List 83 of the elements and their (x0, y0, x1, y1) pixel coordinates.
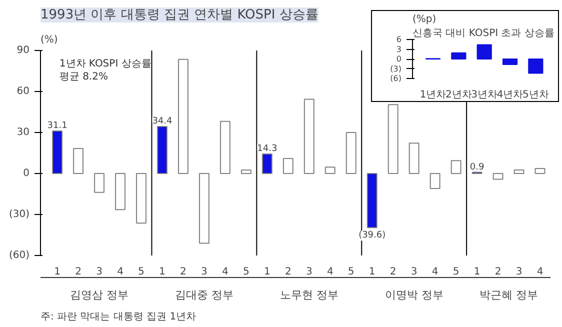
x-tick-label: 3 (516, 266, 522, 278)
bar (282, 158, 294, 174)
text: 이명박 정부 (384, 288, 444, 302)
x-tick-label: 3 (306, 266, 312, 278)
y-tick-label: 3 (396, 44, 402, 54)
bar (304, 98, 314, 174)
bar (492, 173, 504, 180)
y-tick-label: (3) (390, 64, 402, 74)
bar (198, 173, 210, 244)
bar (451, 52, 466, 60)
y-tick-label: 90 (16, 45, 30, 56)
bar (514, 169, 524, 174)
x-tick-label: 1 (54, 266, 60, 278)
bar (324, 166, 336, 174)
bar (450, 160, 462, 174)
y-tick-label: 6 (396, 35, 402, 44)
x-tick-label: 2 (180, 266, 186, 278)
x-tick-label: 5 (452, 266, 460, 278)
x-tick-label: 4 (222, 266, 228, 278)
bar (115, 173, 126, 210)
bar (52, 130, 63, 174)
x-tick-label: 3 (96, 266, 102, 278)
data-label: (39.6) (358, 230, 386, 241)
chart-title: 1993년 이후 대통령 집권 연차별 KOSPI 상승률 (40, 8, 318, 22)
annotation: 1년차 KOSPI 상승률 평균 8.2% (59, 58, 152, 83)
x-tick-label: 4 (432, 266, 438, 278)
text: 김대중 정부 (174, 288, 234, 302)
bar (408, 142, 420, 174)
x-tick-label: 4 (326, 266, 334, 278)
data-label: 14.3 (257, 144, 278, 154)
y-tick-label: (60) (8, 250, 30, 261)
y-tick-label: 30 (16, 127, 30, 138)
x-tick-label: 2 (75, 266, 82, 278)
x-tick-label: 5년차 (522, 90, 549, 100)
x-tick-label: 5 (348, 266, 354, 278)
x-tick-label: 3년차 (471, 90, 498, 100)
x-tick-label: 1 (368, 266, 376, 278)
bar (136, 173, 146, 224)
chart-title: 신흥국 대비 KOSPI 초과 상승률 (412, 28, 554, 39)
bar (346, 132, 356, 174)
y-tick-label: 60 (16, 86, 30, 97)
bar (534, 168, 546, 174)
bar (262, 153, 272, 174)
bar (240, 169, 252, 174)
text: 김영삼 정부 (70, 288, 129, 302)
text: 주: 파란 막대는 대통령 집권 1년차 (40, 312, 196, 322)
bar (388, 104, 398, 174)
bar (178, 58, 188, 174)
x-tick-label: 4년차 (496, 90, 524, 100)
bar (366, 173, 378, 228)
y-tick-label: 0 (396, 54, 402, 64)
x-tick-label: 1 (264, 266, 270, 278)
bar (157, 126, 168, 174)
bar (528, 58, 544, 74)
bar (73, 148, 84, 174)
x-tick-label: 5 (138, 266, 144, 278)
text: 노무현 정부 (280, 288, 338, 302)
y-tick-label: (30) (8, 209, 30, 220)
x-tick-label: 4 (536, 266, 544, 278)
x-tick-label: 3 (201, 266, 208, 278)
bar (220, 120, 230, 174)
x-tick-label: 4 (117, 266, 124, 278)
x-tick-label: 2 (284, 266, 292, 278)
x-tick-label: 1 (159, 266, 166, 278)
x-tick-label: 1 (474, 266, 480, 278)
bar (94, 173, 104, 193)
x-tick-label: 3 (410, 266, 418, 278)
bar (476, 44, 492, 60)
data-label: 31.1 (47, 120, 68, 131)
x-tick-label: 2 (494, 266, 502, 278)
text: 박근혜 정부 (479, 288, 538, 302)
data-label: 0.9 (470, 162, 484, 172)
y-tick-label: 0 (23, 168, 30, 179)
x-tick-label: 2 (390, 266, 396, 278)
x-tick-label: 5 (243, 266, 250, 278)
y-tick-label: (6) (390, 74, 402, 83)
x-tick-label: 2년차 (446, 90, 472, 100)
y-axis-title: (%) (40, 34, 58, 46)
x-tick-label: 1년차 (420, 90, 446, 100)
bar (502, 58, 518, 66)
y-axis-title: (%p) (412, 14, 436, 25)
data-label: 34.4 (152, 116, 173, 126)
bar (430, 173, 440, 190)
